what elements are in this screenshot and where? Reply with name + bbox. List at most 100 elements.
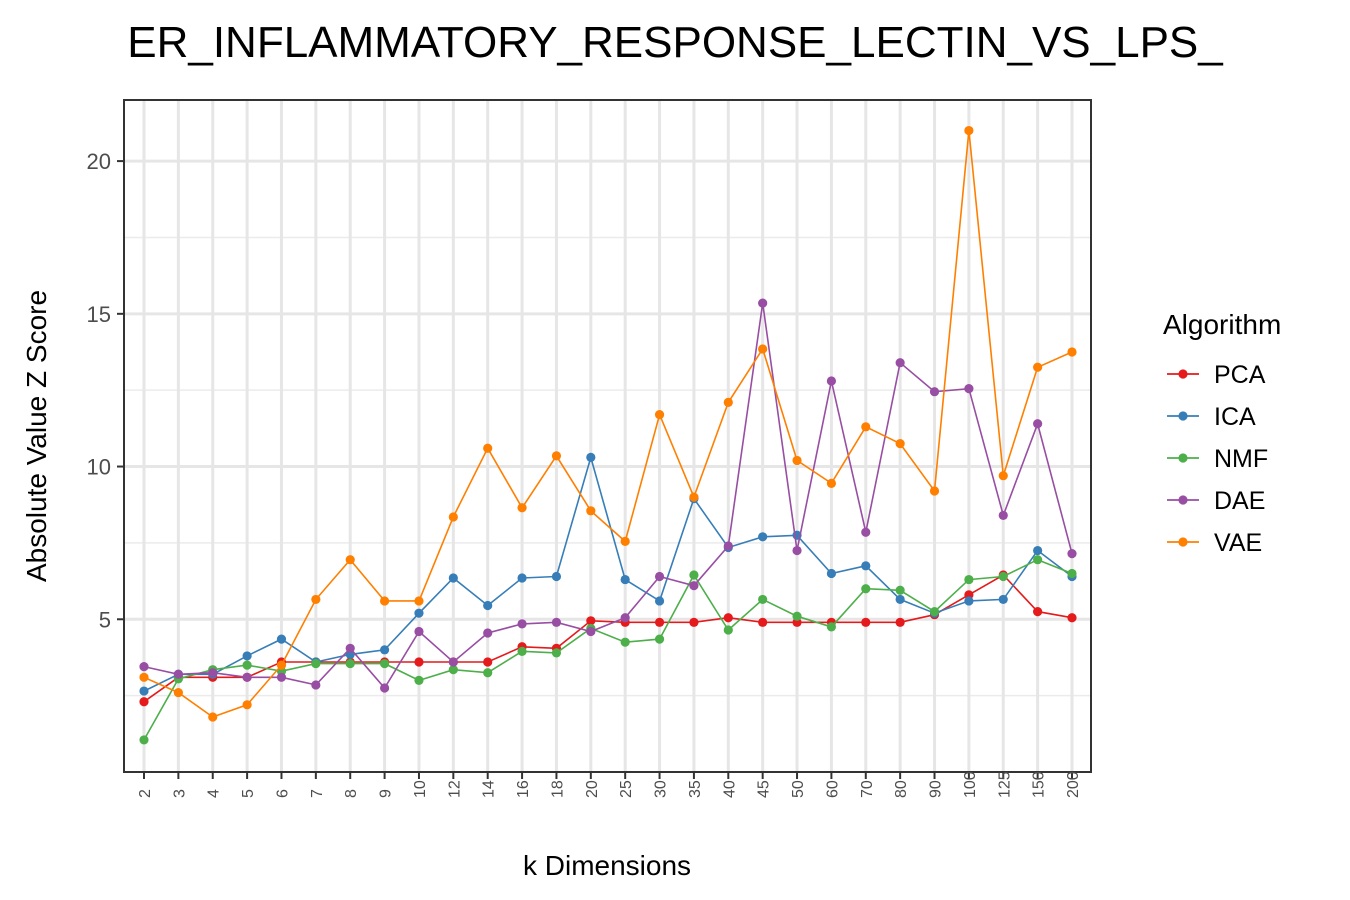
data-point bbox=[758, 344, 768, 354]
data-point bbox=[483, 600, 493, 611]
y-tick-label: 5 bbox=[99, 607, 111, 632]
x-tick-label: 200 bbox=[1065, 771, 1082, 798]
data-point bbox=[414, 657, 424, 667]
data-point bbox=[517, 619, 527, 629]
data-point bbox=[964, 596, 974, 606]
data-point bbox=[139, 672, 149, 682]
data-point bbox=[1067, 549, 1077, 559]
data-point bbox=[895, 594, 905, 605]
x-tick-label: 8 bbox=[343, 789, 360, 798]
data-point bbox=[620, 637, 630, 647]
plot-border bbox=[123, 99, 1092, 773]
data-point bbox=[517, 573, 527, 583]
series-vae bbox=[139, 125, 1077, 722]
data-point bbox=[173, 669, 183, 679]
legend-key-point bbox=[1178, 369, 1188, 379]
data-point bbox=[208, 712, 218, 722]
x-tick-label: 30 bbox=[653, 780, 670, 798]
data-point bbox=[895, 617, 905, 627]
plot-background bbox=[124, 100, 1091, 772]
data-point bbox=[723, 625, 733, 635]
data-point bbox=[1033, 555, 1043, 565]
data-point bbox=[517, 646, 527, 656]
series-line-pca bbox=[143, 573, 1073, 703]
data-point bbox=[826, 622, 837, 632]
data-point bbox=[448, 657, 458, 667]
legend-label: DAE bbox=[1214, 487, 1265, 515]
data-point bbox=[242, 700, 252, 710]
series-line-dae bbox=[143, 302, 1073, 690]
data-point bbox=[689, 492, 699, 502]
legend-key-point bbox=[1178, 411, 1188, 421]
data-point bbox=[517, 503, 527, 513]
data-point bbox=[758, 298, 768, 308]
data-point bbox=[895, 439, 905, 449]
data-point bbox=[414, 675, 424, 685]
data-point bbox=[276, 634, 287, 644]
data-point bbox=[620, 574, 630, 585]
data-point bbox=[208, 668, 218, 678]
data-point bbox=[276, 672, 287, 682]
data-point bbox=[758, 617, 768, 627]
x-tick-label: 3 bbox=[171, 789, 188, 798]
legend-label: PCA bbox=[1214, 361, 1266, 389]
legend-item-pca: PCA bbox=[1167, 361, 1266, 389]
x-tick-label: 50 bbox=[790, 780, 807, 798]
data-point bbox=[551, 617, 562, 627]
data-point bbox=[654, 410, 665, 420]
data-point bbox=[139, 662, 149, 672]
data-point bbox=[448, 665, 458, 675]
data-point bbox=[758, 594, 768, 605]
x-tick-label: 2 bbox=[137, 789, 154, 798]
y-axis-label: Absolute Value Z Score bbox=[21, 290, 52, 582]
data-point bbox=[345, 555, 355, 565]
data-point bbox=[861, 617, 871, 627]
x-tick-label: 18 bbox=[549, 780, 566, 798]
data-point bbox=[826, 478, 837, 488]
data-point bbox=[586, 626, 596, 637]
legend-label: VAE bbox=[1214, 529, 1262, 557]
x-tick-label: 4 bbox=[206, 789, 223, 798]
x-tick-label: 16 bbox=[515, 780, 532, 798]
data-point bbox=[551, 571, 562, 582]
y-tick-label: 20 bbox=[87, 149, 111, 174]
data-point bbox=[173, 687, 183, 698]
data-point bbox=[998, 510, 1008, 521]
data-point bbox=[242, 660, 252, 670]
data-point bbox=[998, 571, 1008, 582]
data-point bbox=[483, 668, 493, 678]
data-point bbox=[311, 658, 321, 669]
y-tick-label: 15 bbox=[87, 302, 111, 327]
data-point bbox=[483, 443, 493, 453]
legend-key-point bbox=[1178, 495, 1188, 505]
x-tick-label: 90 bbox=[928, 780, 945, 798]
data-point bbox=[483, 628, 493, 638]
x-axis-label: k Dimensions bbox=[523, 850, 691, 881]
data-point bbox=[964, 125, 974, 136]
data-point bbox=[758, 532, 768, 542]
data-point bbox=[551, 451, 562, 461]
data-point bbox=[929, 607, 940, 617]
x-tick-label: 25 bbox=[618, 780, 635, 798]
data-point bbox=[723, 541, 733, 551]
data-point bbox=[826, 568, 837, 579]
legend-item-ica: ICA bbox=[1167, 403, 1256, 431]
data-point bbox=[1033, 419, 1043, 429]
data-point bbox=[689, 570, 699, 580]
data-point bbox=[689, 617, 699, 627]
data-point bbox=[861, 527, 871, 537]
x-tick-label: 70 bbox=[859, 780, 876, 798]
series-dae bbox=[139, 298, 1077, 693]
data-point bbox=[586, 506, 596, 516]
data-point bbox=[1033, 607, 1043, 617]
x-tick-label: 100 bbox=[962, 771, 979, 798]
x-tick-label: 14 bbox=[481, 780, 498, 798]
data-point bbox=[379, 683, 390, 693]
legend-item-dae: DAE bbox=[1167, 487, 1265, 515]
data-point bbox=[792, 611, 802, 621]
legend-item-vae: VAE bbox=[1167, 529, 1262, 557]
data-point bbox=[998, 471, 1008, 481]
data-point bbox=[414, 596, 424, 606]
data-point bbox=[483, 657, 493, 667]
